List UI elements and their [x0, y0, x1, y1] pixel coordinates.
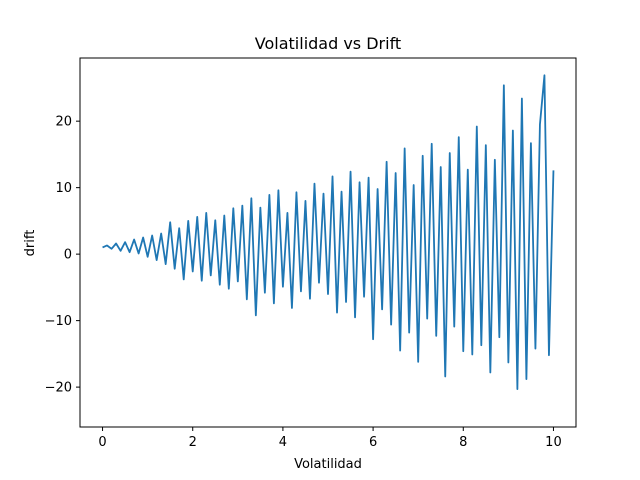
x-tick-label: 8	[459, 435, 467, 450]
chart-title: Volatilidad vs Drift	[255, 34, 401, 53]
y-tick-label: −10	[45, 314, 72, 329]
series-line-0	[102, 74, 555, 390]
y-axis-label: drift	[23, 230, 38, 257]
x-tick-label: 6	[369, 435, 377, 450]
y-tick-label: 0	[64, 248, 72, 263]
y-tick-label: 10	[55, 181, 72, 196]
x-tick-label: 4	[279, 435, 287, 450]
x-axis-label: Volatilidad	[294, 457, 362, 472]
axes-frame	[79, 57, 577, 428]
x-tick-label: 0	[98, 435, 106, 450]
x-axis: 0 2 4 6 8 10	[98, 427, 562, 450]
x-tick-label: 2	[189, 435, 197, 450]
y-tick-label: −20	[45, 381, 72, 396]
x-tick-label: 10	[545, 435, 562, 450]
y-axis: −20 −10 0 10 20	[45, 115, 80, 396]
y-tick-label: 20	[55, 115, 72, 130]
plot-area	[102, 74, 555, 390]
